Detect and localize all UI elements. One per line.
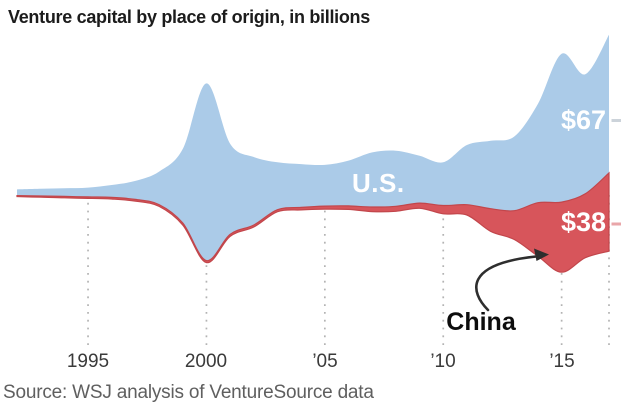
- china-end-value: $38: [560, 207, 606, 237]
- source-attribution: Source: WSJ analysis of VentureSource da…: [3, 382, 374, 403]
- x-tick-1995: 1995: [66, 351, 110, 372]
- x-tick-2010: ’10: [430, 351, 456, 372]
- x-tick-2005: ’05: [312, 351, 338, 372]
- us-series-label: U.S.: [352, 168, 405, 198]
- china-series-label: China: [446, 308, 516, 336]
- x-tick-2015: ’15: [549, 351, 575, 372]
- x-tick-2000: 2000: [184, 351, 228, 372]
- chart-title: Venture capital by place of origin, in b…: [8, 7, 370, 27]
- china-area: [16, 171, 610, 273]
- china-arrow: [475, 248, 549, 312]
- us-end-value: $67: [560, 105, 606, 135]
